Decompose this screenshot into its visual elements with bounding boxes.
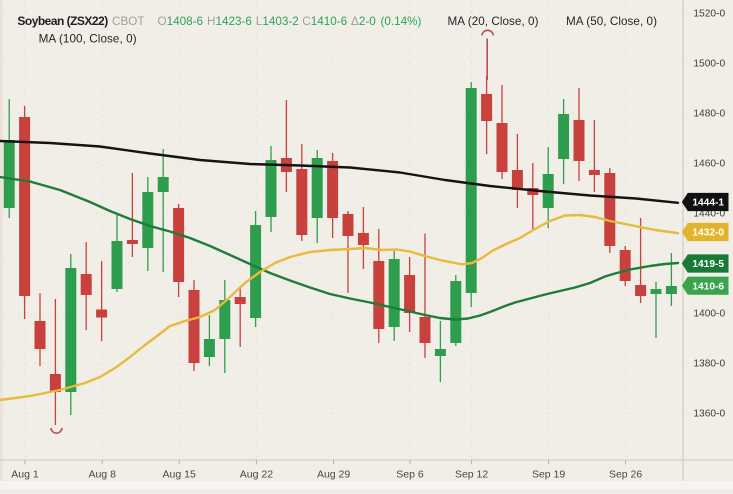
svg-text:1400-0: 1400-0 — [693, 309, 725, 320]
svg-text:1460-0: 1460-0 — [693, 159, 725, 170]
svg-text:Δ2-0: Δ2-0 — [351, 15, 376, 28]
svg-text:O1408-6: O1408-6 — [158, 15, 204, 28]
svg-text:Sep 6: Sep 6 — [396, 468, 424, 480]
svg-text:1500-0: 1500-0 — [693, 59, 725, 70]
svg-text:1520-0: 1520-0 — [693, 9, 725, 20]
svg-text:Sep 19: Sep 19 — [532, 468, 565, 480]
svg-text:MA (50, Close, 0): MA (50, Close, 0) — [566, 15, 657, 28]
svg-text:H1423-6: H1423-6 — [207, 15, 252, 28]
svg-text:1419-5: 1419-5 — [692, 259, 724, 270]
svg-text:1432-0: 1432-0 — [692, 228, 724, 239]
svg-text:1380-0: 1380-0 — [693, 359, 725, 370]
svg-text:L1403-2: L1403-2 — [256, 15, 299, 28]
svg-text:MA (20, Close, 0): MA (20, Close, 0) — [448, 15, 539, 28]
svg-text:1444-1: 1444-1 — [692, 198, 724, 209]
svg-text:Sep 12: Sep 12 — [455, 468, 488, 480]
svg-text:CBOT: CBOT — [112, 15, 144, 28]
svg-text:1360-0: 1360-0 — [693, 409, 725, 420]
svg-text:C1410-6: C1410-6 — [302, 15, 347, 28]
svg-text:Sep 26: Sep 26 — [609, 468, 642, 480]
svg-text:1480-0: 1480-0 — [693, 109, 725, 120]
svg-text:Soybean (ZSX22): Soybean (ZSX22) — [17, 14, 108, 28]
svg-text:(0.14%): (0.14%) — [381, 15, 422, 28]
svg-text:1410-6: 1410-6 — [692, 281, 724, 292]
svg-text:Aug 22: Aug 22 — [240, 468, 273, 480]
svg-text:Aug 15: Aug 15 — [163, 468, 196, 480]
svg-text:MA (100, Close, 0): MA (100, Close, 0) — [39, 33, 137, 46]
svg-text:Aug 29: Aug 29 — [317, 468, 350, 480]
svg-text:Aug 8: Aug 8 — [88, 468, 116, 480]
svg-text:1440-0: 1440-0 — [693, 209, 725, 220]
svg-text:Aug 1: Aug 1 — [11, 468, 39, 480]
